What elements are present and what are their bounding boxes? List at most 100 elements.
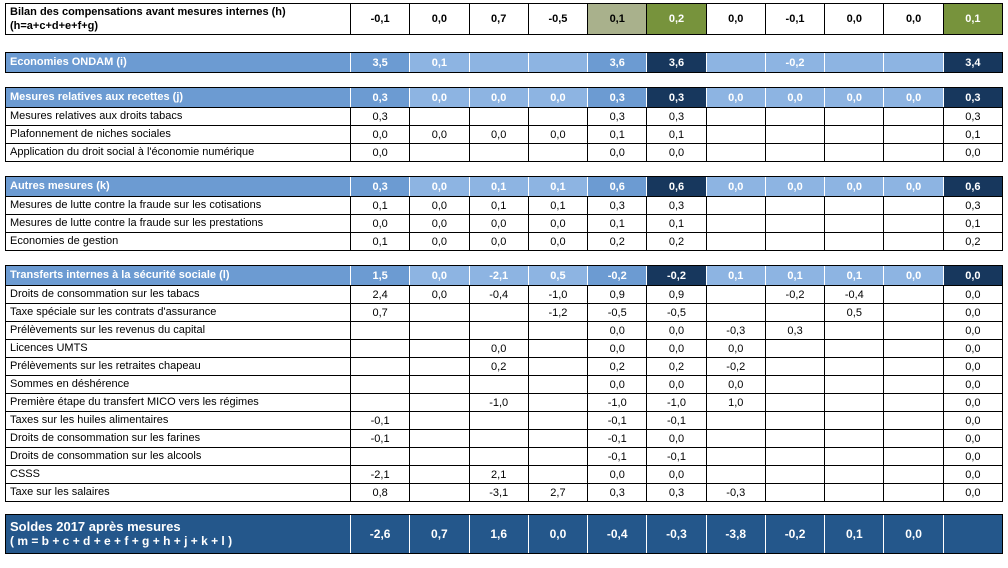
value-cell: 0,0 bbox=[409, 177, 469, 196]
value-cell: 0,0 bbox=[705, 340, 765, 357]
value-cell bbox=[409, 448, 468, 465]
value-cell bbox=[764, 126, 824, 143]
value-cell bbox=[764, 376, 824, 393]
value-cell bbox=[764, 466, 824, 483]
value-cell bbox=[764, 108, 824, 125]
value-cell bbox=[527, 394, 587, 411]
value-cell: 0,0 bbox=[942, 448, 1002, 465]
value-cell bbox=[409, 394, 468, 411]
value-cell bbox=[468, 108, 528, 125]
value-cell bbox=[705, 144, 765, 161]
soldes-2017-block: Soldes 2017 après mesures ( m = b + c + … bbox=[5, 514, 1003, 554]
value-cell: -0,1 bbox=[350, 430, 409, 447]
detail-row: Droits de consommation sur les alcools -0… bbox=[6, 447, 1002, 465]
detail-row: Taxe sur les salaires 0,8 -3,1 2,7 0,3 0,3 -0,… bbox=[6, 483, 1002, 501]
value-cell bbox=[409, 466, 468, 483]
value-cell: 0,0 bbox=[942, 340, 1002, 357]
value-cell: 0,1 bbox=[527, 197, 587, 214]
value-cell bbox=[824, 108, 883, 125]
value-cell: 0,0 bbox=[527, 88, 588, 107]
value-cell bbox=[350, 376, 409, 393]
value-cell bbox=[705, 233, 765, 250]
soldes-2017-row: Soldes 2017 après mesures ( m = b + c + … bbox=[6, 515, 1002, 553]
detail-row: Sommes en déshérence 0,0 0,0 0,0 0,0 bbox=[6, 375, 1002, 393]
value-cell bbox=[350, 322, 409, 339]
value-cell bbox=[468, 376, 528, 393]
detail-row: Licences UMTS 0,0 0,0 0,0 0,0 0,0 bbox=[6, 339, 1002, 357]
value-cell: 0,3 bbox=[646, 108, 705, 125]
value-cell: -0,2 bbox=[646, 266, 706, 285]
value-cell bbox=[764, 215, 824, 232]
value-cell bbox=[764, 430, 824, 447]
value-cell bbox=[468, 448, 528, 465]
value-cell bbox=[824, 53, 884, 72]
value-cell bbox=[409, 484, 468, 501]
value-cell: 2,7 bbox=[527, 484, 587, 501]
section-block-2: Autres mesures (k) 0,3 0,0 0,1 0,1 0,6 0,6 0,0 0… bbox=[5, 176, 1003, 251]
value-cell: 0,6 bbox=[942, 177, 1002, 196]
value-cell: -0,1 bbox=[646, 412, 705, 429]
value-cell bbox=[527, 412, 587, 429]
value-cell bbox=[883, 126, 942, 143]
value-cell bbox=[409, 412, 468, 429]
value-cell bbox=[764, 233, 824, 250]
value-cell: 0,0 bbox=[468, 126, 528, 143]
value-cell bbox=[824, 430, 883, 447]
value-cell: 0,1 bbox=[705, 266, 765, 285]
value-cell: -0,2 bbox=[764, 515, 824, 553]
section-title: Mesures relatives aux recettes (j) bbox=[6, 88, 350, 107]
row-label: Mesures de lutte contre la fraude sur le… bbox=[10, 217, 264, 229]
value-cell: 3,5 bbox=[350, 53, 410, 72]
value-cell bbox=[883, 340, 942, 357]
value-cell: 0,2 bbox=[646, 4, 706, 34]
value-cell: -0,5 bbox=[587, 304, 646, 321]
detail-row: Mesures de lutte contre la fraude sur le… bbox=[6, 196, 1002, 214]
row-label: Taxe spéciale sur les contrats d'assuran… bbox=[10, 306, 217, 318]
value-cell bbox=[705, 197, 765, 214]
value-cell: 0,1 bbox=[942, 215, 1002, 232]
value-cell: 0,0 bbox=[587, 466, 646, 483]
value-cell: -1,2 bbox=[527, 304, 587, 321]
row-label: Prélèvements sur les revenus du capital bbox=[10, 324, 206, 336]
value-cell: 0,0 bbox=[527, 233, 587, 250]
value-cell bbox=[764, 358, 824, 375]
value-cell: 0,0 bbox=[527, 215, 587, 232]
row-label: Application du droit social à l'économie… bbox=[10, 146, 255, 158]
row-label: Sommes en déshérence bbox=[10, 378, 130, 390]
section-header-row: Transferts internes à la sécurité social… bbox=[6, 266, 1002, 285]
value-cell: -3,1 bbox=[468, 484, 528, 501]
value-cell: 0,0 bbox=[409, 266, 469, 285]
value-cell bbox=[764, 304, 824, 321]
value-cell: 0,3 bbox=[646, 88, 706, 107]
value-cell: -0,1 bbox=[646, 448, 705, 465]
detail-row: Prélèvements sur les revenus du capital 0… bbox=[6, 321, 1002, 339]
soldes-label-line2: ( m = b + c + d + e + f + g + h + j + k … bbox=[10, 534, 233, 548]
value-cell: 0,1 bbox=[824, 266, 884, 285]
row-label: Droits de consommation sur les tabacs bbox=[10, 288, 200, 300]
value-cell: -2,6 bbox=[350, 515, 409, 553]
value-cell bbox=[883, 215, 942, 232]
value-cell bbox=[468, 53, 528, 72]
value-cell: 0,0 bbox=[942, 376, 1002, 393]
value-cell: -0,2 bbox=[705, 358, 765, 375]
value-cell: -0,1 bbox=[587, 448, 646, 465]
value-cell bbox=[824, 215, 883, 232]
value-cell bbox=[705, 412, 765, 429]
value-cell: 0,2 bbox=[942, 233, 1002, 250]
value-cell: -2,1 bbox=[468, 266, 528, 285]
detail-row: Application du droit social à l'économie… bbox=[6, 143, 1002, 161]
value-cell: 0,0 bbox=[705, 4, 765, 34]
value-cell: 0,0 bbox=[409, 4, 468, 34]
value-cell bbox=[409, 108, 468, 125]
bilan-compensations-row: Bilan des compensations avant mesures in… bbox=[6, 4, 1002, 34]
value-cell bbox=[409, 304, 468, 321]
economies-ondam-row: Economies ONDAM (i) 3,5 0,1 3,6 3,6 -0,2 3,4 bbox=[6, 53, 1002, 72]
value-cell: -1,0 bbox=[468, 394, 528, 411]
value-cell: 0,3 bbox=[350, 177, 410, 196]
value-cell bbox=[764, 144, 824, 161]
value-cell: 0,0 bbox=[764, 177, 825, 196]
value-cell bbox=[883, 430, 942, 447]
value-cell: 0,0 bbox=[824, 177, 884, 196]
value-cell: 0,0 bbox=[883, 88, 943, 107]
detail-row: Plafonnement de niches sociales 0,0 0,0 0,0… bbox=[6, 125, 1002, 143]
